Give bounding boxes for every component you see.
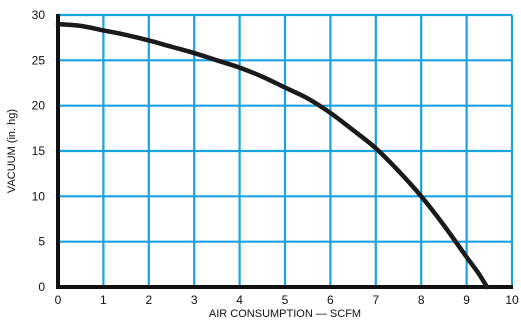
x-tick-label: 9: [463, 293, 470, 307]
x-tick-label: 1: [100, 293, 107, 307]
x-axis-label: AIR CONSUMPTION — SCFM: [209, 308, 361, 320]
x-tick-label: 3: [191, 293, 198, 307]
x-tick-label: 2: [145, 293, 152, 307]
y-tick-label: 30: [32, 8, 46, 22]
x-tick-labels: 0 1 2 3 4 5 6 7 8 9 10: [55, 293, 519, 307]
y-tick-label: 5: [38, 235, 45, 249]
y-tick-label: 25: [32, 53, 46, 67]
x-tick-label: 7: [372, 293, 379, 307]
data-series: [55, 21, 490, 290]
x-tick-label: 6: [327, 293, 334, 307]
x-tick-label: 10: [505, 293, 519, 307]
vacuum-curve-line: [55, 21, 490, 290]
y-tick-label: 15: [32, 144, 46, 158]
y-tick-labels: 0 5 10 15 20 25 30: [32, 8, 46, 294]
x-tick-label: 8: [418, 293, 425, 307]
axes: [56, 14, 513, 289]
y-tick-label: 10: [32, 189, 46, 203]
x-tick-label: 5: [282, 293, 289, 307]
x-tick-label: 0: [55, 293, 62, 307]
y-tick-label: 0: [38, 280, 45, 294]
grid-lines: [56, 13, 514, 289]
x-tick-label: 4: [236, 293, 243, 307]
y-axis-label: VACUUM (in. hg): [6, 109, 18, 193]
y-tick-label: 20: [32, 99, 46, 113]
